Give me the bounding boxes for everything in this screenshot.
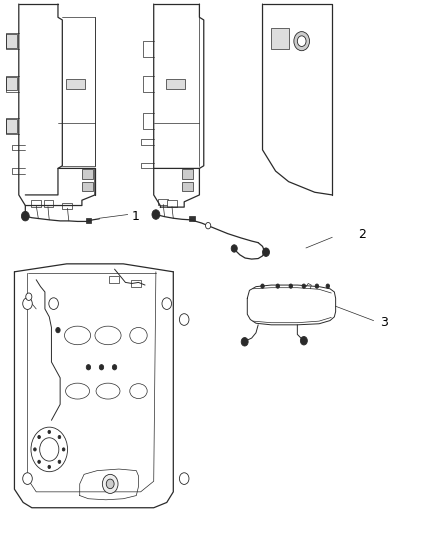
Circle shape [86, 365, 91, 370]
Circle shape [180, 473, 189, 484]
Circle shape [106, 479, 114, 489]
Circle shape [276, 284, 279, 288]
Circle shape [326, 284, 329, 288]
Circle shape [113, 365, 117, 370]
Text: 2: 2 [358, 228, 366, 241]
Circle shape [31, 427, 67, 472]
Bar [158, 199, 168, 205]
Circle shape [40, 438, 59, 461]
Bar [131, 280, 141, 287]
Bar [82, 182, 93, 191]
Circle shape [23, 473, 32, 484]
Circle shape [315, 284, 319, 288]
Bar [6, 77, 17, 91]
Circle shape [289, 284, 293, 288]
Circle shape [294, 31, 310, 51]
Circle shape [261, 284, 264, 288]
Circle shape [231, 245, 237, 252]
Bar [44, 200, 53, 207]
Bar [66, 79, 85, 89]
Ellipse shape [66, 383, 89, 399]
Bar [167, 200, 177, 207]
Circle shape [99, 365, 104, 370]
Circle shape [48, 430, 50, 433]
Circle shape [205, 222, 211, 229]
Circle shape [38, 435, 40, 439]
Circle shape [56, 327, 60, 333]
Bar [189, 216, 194, 221]
Ellipse shape [130, 327, 147, 343]
Circle shape [58, 460, 61, 463]
Bar [6, 119, 17, 133]
Circle shape [102, 474, 118, 494]
Bar [110, 276, 119, 284]
Bar [31, 200, 41, 207]
Circle shape [38, 460, 40, 463]
Circle shape [62, 448, 65, 451]
Text: 3: 3 [380, 316, 388, 329]
Text: 1: 1 [132, 209, 140, 223]
Bar [271, 28, 289, 49]
Circle shape [162, 298, 172, 310]
Circle shape [180, 314, 189, 325]
Bar [86, 217, 92, 223]
Bar [166, 79, 185, 89]
Circle shape [297, 36, 306, 46]
Circle shape [262, 248, 269, 256]
Ellipse shape [64, 326, 91, 345]
Circle shape [23, 298, 32, 310]
Bar [182, 169, 193, 179]
Circle shape [34, 448, 36, 451]
Bar [62, 203, 72, 209]
Circle shape [49, 298, 58, 310]
Circle shape [26, 293, 32, 301]
Bar [182, 182, 193, 191]
Circle shape [152, 210, 160, 219]
Ellipse shape [130, 384, 147, 399]
Circle shape [241, 337, 248, 346]
Circle shape [302, 284, 306, 288]
Bar [6, 34, 17, 48]
Ellipse shape [95, 326, 121, 345]
Circle shape [48, 465, 50, 469]
Bar [82, 169, 93, 179]
Ellipse shape [96, 383, 120, 399]
Circle shape [21, 212, 29, 221]
Circle shape [300, 336, 307, 345]
Circle shape [58, 435, 61, 439]
